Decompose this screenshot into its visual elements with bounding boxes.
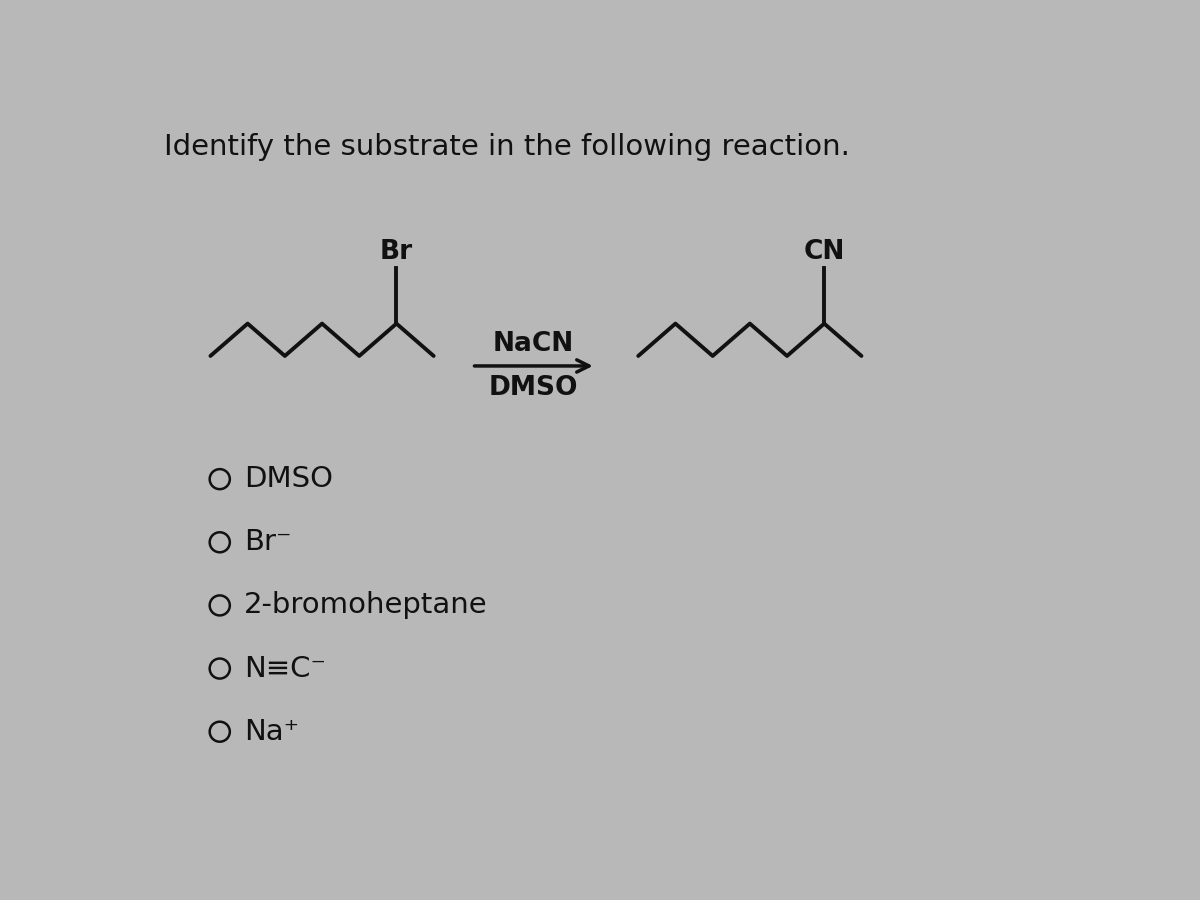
Text: CN: CN [804,239,845,266]
Text: DMSO: DMSO [488,375,578,401]
Text: Identify the substrate in the following reaction.: Identify the substrate in the following … [164,132,850,160]
Text: Na⁺: Na⁺ [244,717,299,746]
Text: 2-bromoheptane: 2-bromoheptane [244,591,487,619]
Text: Br: Br [380,239,413,266]
Text: DMSO: DMSO [244,465,332,493]
Text: NaCN: NaCN [493,330,575,356]
Text: N≡C⁻: N≡C⁻ [244,654,325,682]
Text: Br⁻: Br⁻ [244,528,292,556]
